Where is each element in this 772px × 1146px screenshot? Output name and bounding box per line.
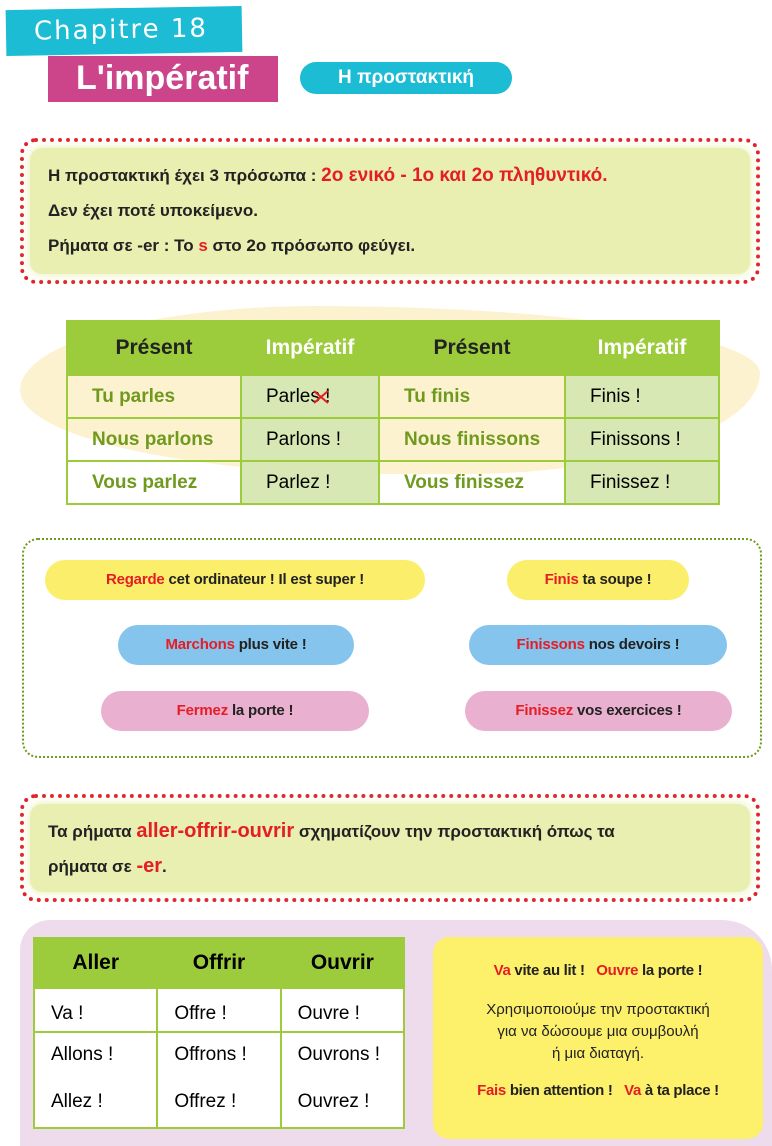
- examples-box: [22, 538, 762, 758]
- note-box: Va vite au lit ! Ouvre la porte ! Χρησιμ…: [433, 937, 763, 1139]
- text: nos devoirs !: [584, 636, 680, 653]
- verb: Fais: [477, 1082, 506, 1099]
- header: Présent: [378, 320, 566, 376]
- verb: Regarde: [105, 571, 165, 588]
- cell: Nous parlons: [66, 417, 242, 462]
- note-text: Χρησιμοποιούμε την προστακτική για να δώσ…: [433, 999, 763, 1065]
- verb: Fermez: [176, 702, 229, 719]
- cell: Tu finis: [378, 374, 566, 419]
- table-row: Allez ! Offrez ! Ouvrez !: [32, 1076, 406, 1129]
- text: la porte !: [638, 962, 703, 979]
- example-bubble: Marchons plus vite !: [118, 625, 354, 665]
- header: Impératif: [240, 320, 380, 376]
- table-row: Vous parlez Parlez ! Vous finissez Finissez…: [66, 460, 720, 505]
- verb: Finis: [544, 571, 579, 588]
- highlight: aller-offrir-ouvrir: [136, 820, 295, 842]
- conjugation-table-2: Aller Offrir Ouvrir Va ! Offre ! Ouvre ! All…: [32, 937, 406, 1129]
- header: Présent: [66, 320, 242, 376]
- cross-out-icon: [313, 390, 329, 404]
- header: Impératif: [564, 320, 720, 376]
- text: Τα ρήματα: [48, 822, 137, 841]
- highlight: -er: [136, 855, 163, 877]
- table-row: Tu parles Parles ! Tu finis Finis !: [66, 374, 720, 419]
- header: Offrir: [156, 937, 282, 989]
- conjugation-table-1: Présent Impératif Présent Impératif Tu parl…: [66, 320, 720, 505]
- table-row: Nous parlons Parlons ! Nous finissons Finis…: [66, 417, 720, 462]
- text: plus vite !: [234, 636, 307, 653]
- verb: Marchons: [165, 636, 235, 653]
- table-row: Va ! Offre ! Ouvre !: [32, 987, 406, 1033]
- example-bubble: Finis ta soupe !: [507, 560, 689, 600]
- note-examples-2: Fais bien attention ! Va à ta place !: [433, 1081, 763, 1101]
- text: στο 2ο πρόσωπο φεύγει.: [207, 236, 416, 255]
- cell: Offrez !: [156, 1076, 282, 1129]
- highlight: s: [198, 236, 208, 255]
- cell: Nous finissons: [378, 417, 566, 462]
- note-line: για να δώσουμε μια συμβουλή: [497, 1023, 699, 1040]
- cell: Offre !: [156, 987, 282, 1033]
- text: ta soupe !: [578, 571, 652, 588]
- text: cet ordinateur ! Il est super !: [164, 571, 365, 588]
- greek-title: Η προστακτική: [300, 62, 512, 94]
- example-bubble: Finissez vos exercices !: [465, 691, 732, 731]
- cell: Vous parlez: [66, 460, 242, 505]
- cell: Ouvrez !: [279, 1076, 406, 1129]
- header: Ouvrir: [279, 937, 406, 989]
- verb: Va: [624, 1082, 642, 1099]
- verb: Finissons: [516, 636, 585, 653]
- verb: Ouvre: [596, 962, 639, 979]
- table-row: Allons ! Offrons ! Ouvrons !: [32, 1032, 406, 1076]
- cell: Ouvre !: [279, 987, 406, 1033]
- rule-box-1: Η προστακτική έχει 3 πρόσωπα : 2ο ενικό …: [20, 138, 760, 284]
- text: à ta place !: [641, 1082, 719, 1099]
- note-examples-1: Va vite au lit ! Ouvre la porte !: [433, 937, 763, 981]
- rule-line-3: Ρήματα σε -er : Το s στο 2ο πρόσωπο φεύγ…: [48, 228, 756, 263]
- cell: Finis !: [564, 374, 720, 419]
- verb: Va: [493, 962, 511, 979]
- cell: Ouvrons !: [279, 1032, 406, 1076]
- cell: Parles !: [240, 374, 380, 419]
- cell: Tu parles: [66, 374, 242, 419]
- text: bien attention !: [505, 1082, 613, 1099]
- highlight: 2ο ενικό - 1ο και 2ο πληθυντικό.: [321, 165, 608, 186]
- chapter-label: Chapitre 18: [5, 5, 243, 57]
- rule-box-2: Τα ρήματα aller-offrir-ouvrir σχηματίζου…: [20, 794, 760, 902]
- rule-line-2: Δεν έχει ποτέ υποκείμενο.: [48, 201, 258, 220]
- cell: Offrons !: [156, 1032, 282, 1076]
- note-line: ή μια διαταγή.: [551, 1045, 645, 1062]
- text: Η προστακτική έχει 3 πρόσωπα :: [48, 166, 322, 185]
- text: vite au lit !: [510, 962, 585, 979]
- rule2-line-2: ρήματα σε -er.: [48, 849, 756, 884]
- cell: Parlez !: [240, 460, 380, 505]
- chapter-title: L'impératif: [48, 56, 278, 102]
- header: Aller: [32, 937, 159, 989]
- example-bubble: Regarde cet ordinateur ! Il est super !: [45, 560, 425, 600]
- rule2-line-1: Τα ρήματα aller-offrir-ouvrir σχηματίζου…: [48, 814, 756, 849]
- text: Ρήματα σε -er : Το: [48, 236, 199, 255]
- cell: Allons !: [32, 1032, 159, 1076]
- text: .: [162, 857, 167, 876]
- text: vos exercices !: [573, 702, 682, 719]
- text: σχηματίζουν την προστακτική όπως τα: [294, 822, 615, 841]
- cell: Finissons !: [564, 417, 720, 462]
- cell: Vous finissez: [378, 460, 566, 505]
- example-bubble: Finissons nos devoirs !: [469, 625, 727, 665]
- note-line: Χρησιμοποιούμε την προστακτική: [486, 1001, 710, 1018]
- cell: Va !: [32, 987, 159, 1033]
- text: ρήματα σε: [48, 857, 137, 876]
- cell: Parlons !: [240, 417, 380, 462]
- cell: Finissez !: [564, 460, 720, 505]
- rule-line-1: Η προστακτική έχει 3 πρόσωπα : 2ο ενικό …: [48, 158, 756, 193]
- example-bubble: Fermez la porte !: [101, 691, 369, 731]
- cell: Allez !: [32, 1076, 159, 1129]
- text: la porte !: [228, 702, 294, 719]
- verb: Finissez: [515, 702, 574, 719]
